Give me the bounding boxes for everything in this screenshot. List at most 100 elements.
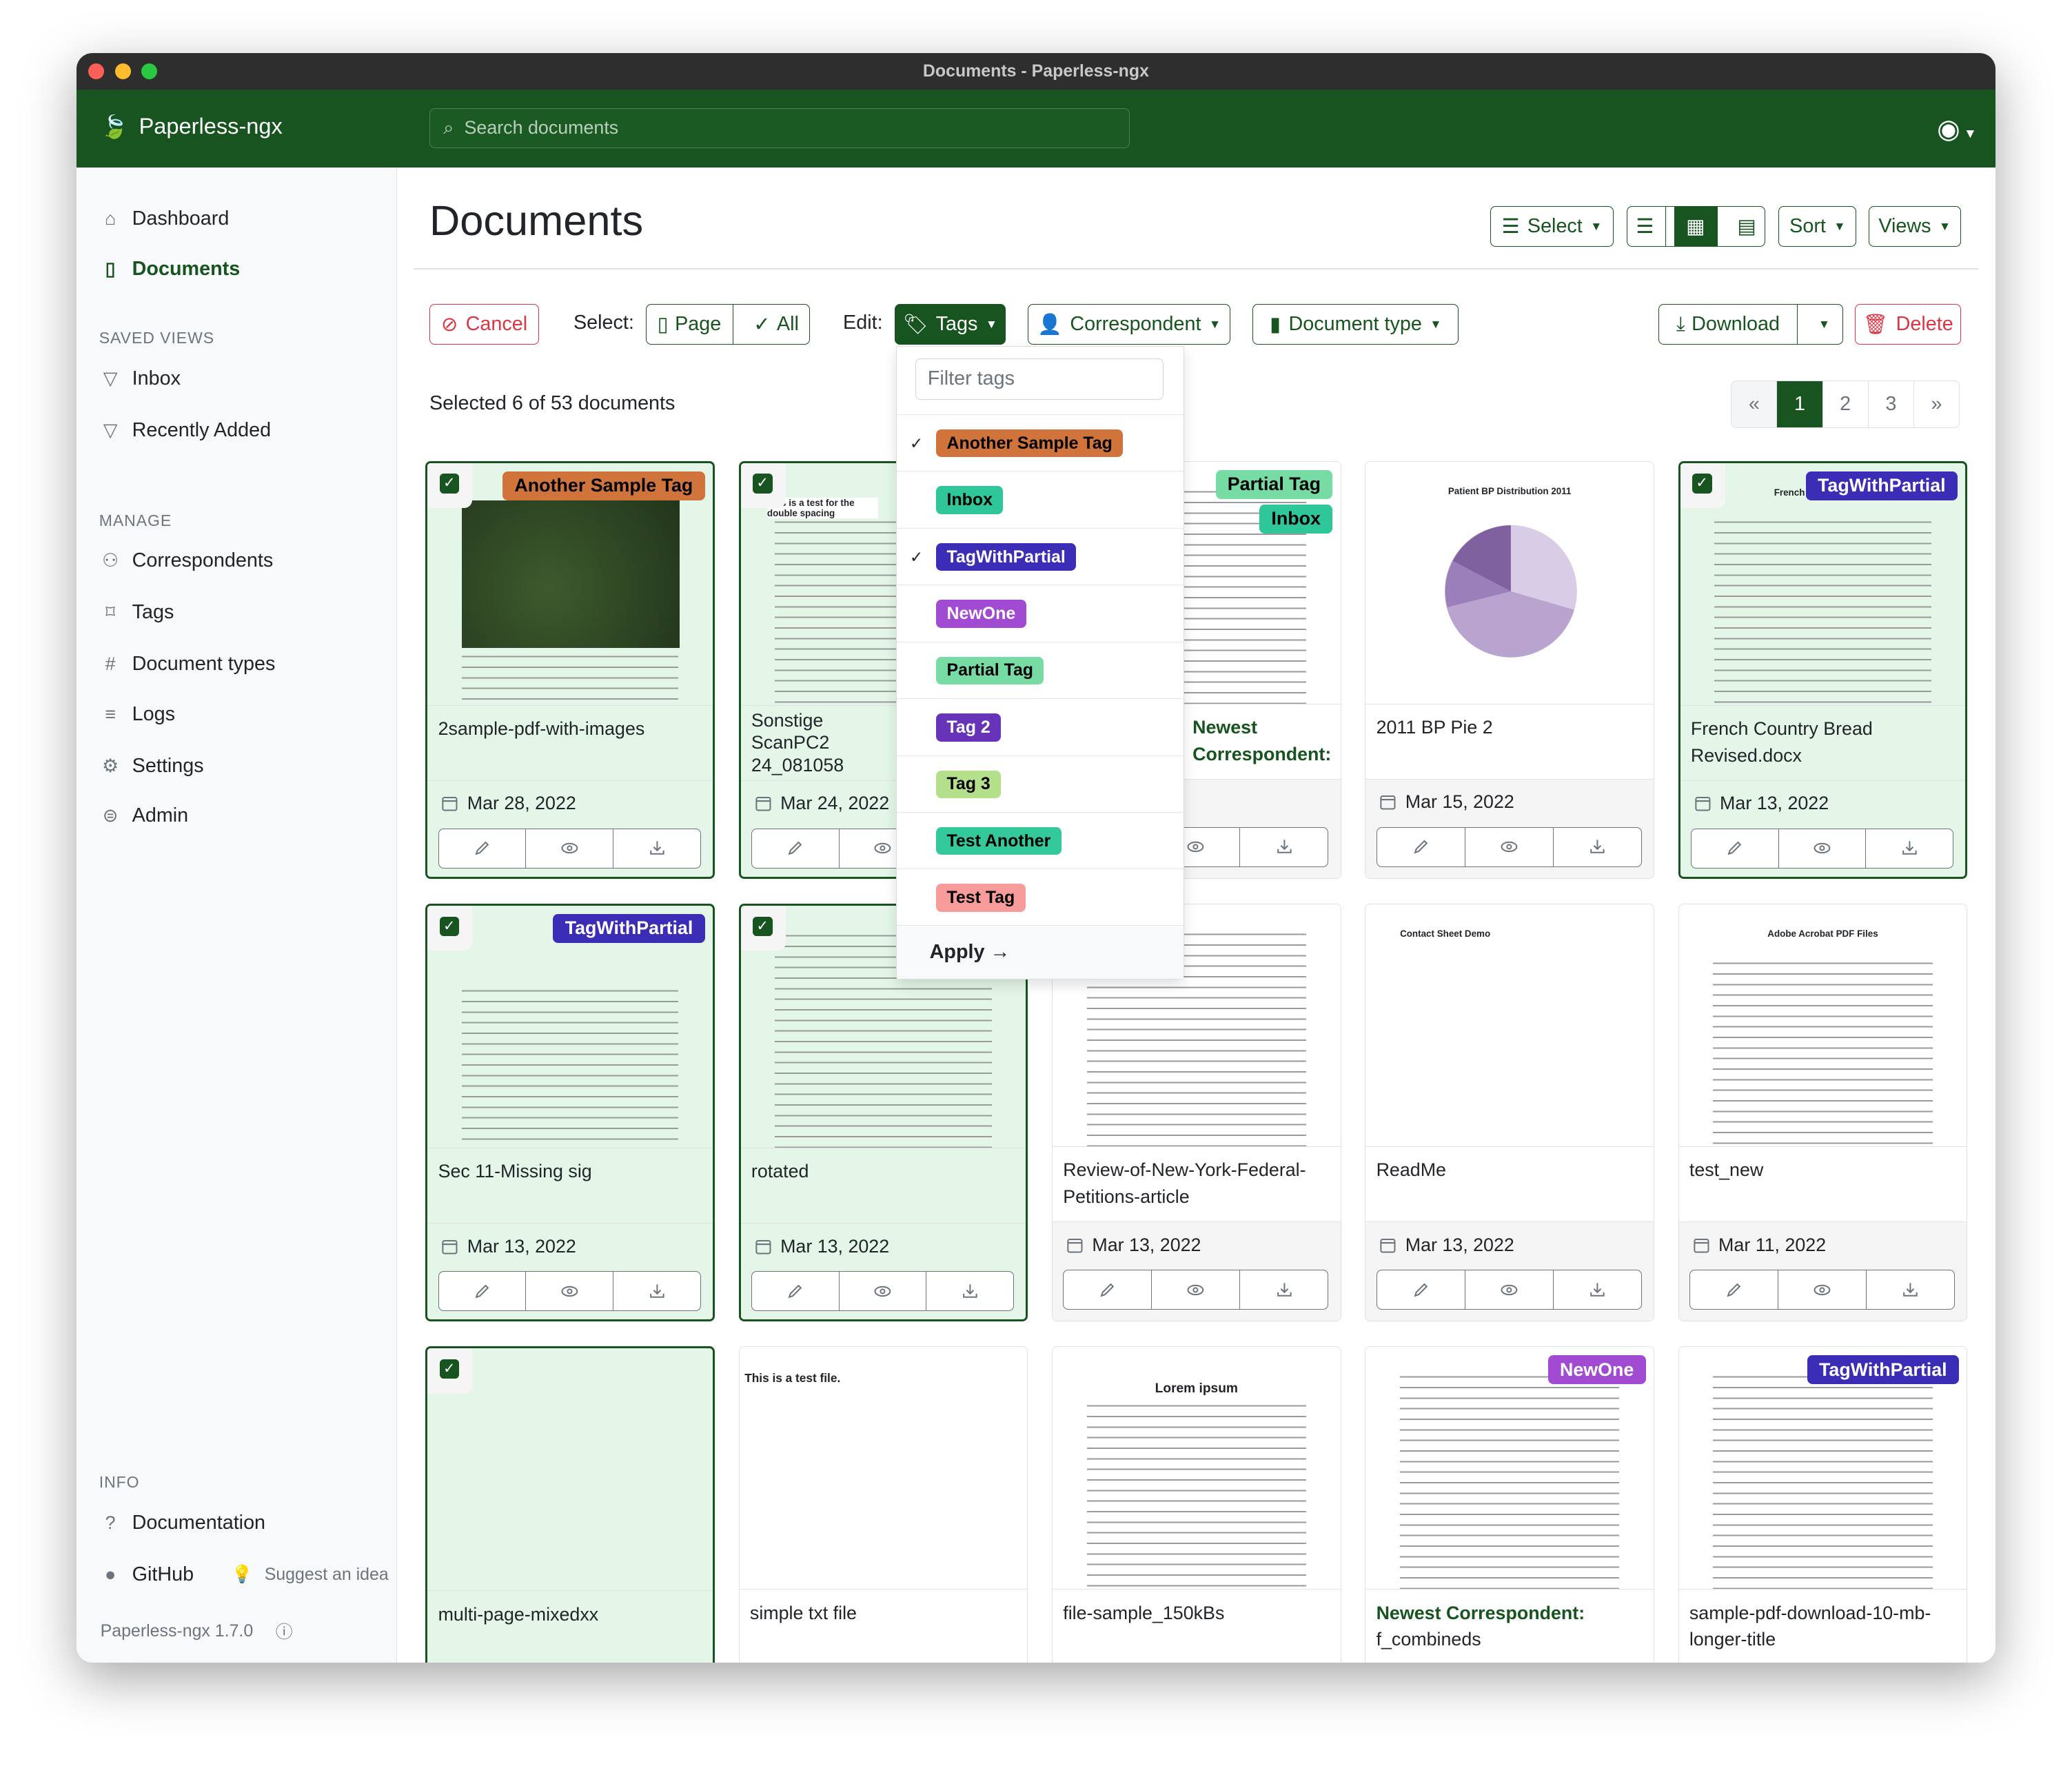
select-checkbox[interactable]: ✓: [427, 463, 473, 509]
cancel-button[interactable]: ⊘ Cancel: [429, 303, 540, 345]
info-icon[interactable]: ⓘ: [275, 1623, 293, 1643]
views-dropdown-button[interactable]: Views ▼: [1868, 206, 1961, 247]
document-card[interactable]: ✓ multi-page-mixedxx: [425, 1346, 715, 1663]
sidebar-item-inbox[interactable]: ▽ Inbox: [101, 367, 181, 390]
document-card[interactable]: Patient BP Distribution 2011 2011 BP Pie …: [1365, 461, 1655, 879]
download-button[interactable]: ⤓ Download: [1659, 304, 1798, 345]
sidebar-item-documents[interactable]: ▯ Documents: [101, 258, 241, 281]
document-title[interactable]: sample-pdf-download-10-mb-longer-title: [1689, 1602, 1931, 1650]
tag-option[interactable]: ✓ Another Sample Tag: [896, 414, 1184, 471]
document-thumbnail[interactable]: [1365, 1347, 1654, 1590]
document-card[interactable]: ✓ TagWithPartial Sec 11-Missing sig Mar 13,…: [425, 904, 715, 1321]
tag-option[interactable]: Test Another: [896, 812, 1184, 869]
document-title[interactable]: 2sample-pdf-with-images: [438, 718, 645, 740]
document-title[interactable]: rotated: [751, 1161, 809, 1182]
close-window-button[interactable]: [88, 63, 105, 79]
document-title[interactable]: ReadMe: [1376, 1159, 1446, 1181]
document-card[interactable]: NewOne Newest Correspondent: f_combineds: [1365, 1346, 1655, 1663]
tag-badge[interactable]: Inbox: [1259, 504, 1333, 534]
document-card[interactable]: Review-of-New-York-Federal-Petitions-art…: [1051, 904, 1341, 1321]
select-checkbox[interactable]: ✓: [740, 906, 786, 951]
filter-tags-input[interactable]: Filter tags: [915, 358, 1164, 400]
tag-badge[interactable]: NewOne: [1547, 1354, 1646, 1385]
download-button[interactable]: [1240, 1270, 1328, 1309]
page-3-button[interactable]: 3: [1869, 381, 1914, 428]
apply-button[interactable]: Apply →: [896, 924, 1184, 979]
sidebar-item-admin[interactable]: ⊜ Admin: [101, 804, 188, 827]
select-checkbox[interactable]: ✓: [427, 906, 473, 951]
suggest-idea-link[interactable]: 💡 Suggest an idea: [231, 1565, 388, 1585]
sidebar-item-documentation[interactable]: ? Documentation: [101, 1512, 265, 1534]
minimize-window-button[interactable]: [114, 63, 131, 79]
maximize-window-button[interactable]: [141, 63, 158, 79]
preview-button[interactable]: [1152, 1270, 1241, 1309]
tag-option[interactable]: Partial Tag: [896, 641, 1184, 699]
download-button[interactable]: [613, 1272, 700, 1310]
select-page-button[interactable]: ▯ Page: [647, 304, 734, 345]
select-all-button[interactable]: ✓ All: [742, 305, 809, 344]
document-thumbnail[interactable]: Contact Sheet Demo: [1365, 904, 1654, 1148]
preview-button[interactable]: [526, 829, 614, 868]
sort-dropdown-button[interactable]: Sort ▼: [1778, 206, 1857, 247]
document-thumbnail[interactable]: Adobe Acrobat PDF Files: [1678, 904, 1967, 1148]
sidebar-item-correspondents[interactable]: ⚇ Correspondents: [101, 549, 273, 572]
page-2-button[interactable]: 2: [1823, 381, 1869, 428]
document-thumbnail[interactable]: [427, 1348, 713, 1592]
download-options-toggle[interactable]: ▼: [1818, 317, 1830, 332]
tag-badge[interactable]: TagWithPartial: [553, 913, 705, 944]
delete-button[interactable]: 🗑 Delete: [1855, 303, 1961, 345]
tag-option[interactable]: Test Tag: [896, 869, 1184, 926]
tag-option[interactable]: NewOne: [896, 585, 1184, 642]
document-title[interactable]: multi-page-mixedxx: [438, 1603, 599, 1625]
sidebar-item-github[interactable]: ● GitHub: [101, 1563, 194, 1586]
document-card[interactable]: Adobe Acrobat PDF Files test_new Mar 11, 2…: [1678, 904, 1968, 1321]
preview-button[interactable]: [526, 1272, 614, 1310]
document-title[interactable]: Newest Correspondent:: [1192, 717, 1332, 764]
sidebar-item-recently-added[interactable]: ▽ Recently Added: [101, 419, 271, 442]
edit-button[interactable]: [439, 1272, 527, 1310]
edit-button[interactable]: [1064, 1270, 1152, 1309]
select-checkbox[interactable]: ✓: [1680, 463, 1725, 509]
sidebar-item-settings[interactable]: ⚙ Settings: [101, 755, 204, 778]
sidebar-item-logs[interactable]: ≡ Logs: [101, 703, 175, 726]
document-card[interactable]: ✓ Another Sample Tag 2sample-pdf-with-imag…: [425, 461, 715, 879]
next-page-button[interactable]: »: [1931, 393, 1942, 416]
tag-badge[interactable]: TagWithPartial: [1807, 1354, 1959, 1385]
document-title[interactable]: test_new: [1689, 1159, 1764, 1181]
sidebar-item-dashboard[interactable]: ⌂ Dashboard: [101, 207, 229, 230]
document-title[interactable]: Sec 11-Missing sig: [438, 1161, 592, 1182]
download-button[interactable]: [1867, 1270, 1954, 1309]
download-button[interactable]: [1240, 828, 1328, 866]
correspondent-dropdown-button[interactable]: 👤 Correspondent ▼: [1028, 303, 1230, 345]
edit-button[interactable]: [439, 829, 527, 868]
document-title[interactable]: file-sample_150kBs: [1063, 1602, 1225, 1623]
preview-button[interactable]: [1465, 828, 1554, 866]
tag-badge[interactable]: Another Sample Tag: [502, 471, 705, 501]
document-card[interactable]: TagWithPartial sample-pdf-download-10-mb-…: [1678, 1346, 1968, 1663]
download-button[interactable]: [1866, 829, 1953, 868]
list-view-button[interactable]: ☰: [1627, 207, 1667, 247]
preview-button[interactable]: [1152, 828, 1241, 866]
tag-badge[interactable]: Partial Tag: [1215, 469, 1333, 500]
correspondent-name[interactable]: Newest Correspondent:: [1376, 1602, 1585, 1623]
edit-button[interactable]: [1377, 828, 1465, 866]
edit-button[interactable]: [752, 829, 840, 868]
document-title[interactable]: simple txt file: [749, 1602, 857, 1623]
tag-option[interactable]: Inbox: [896, 471, 1184, 528]
grid-view-button[interactable]: ▦: [1674, 207, 1718, 247]
edit-button[interactable]: [1692, 829, 1779, 868]
download-button[interactable]: [1554, 828, 1641, 866]
preview-button[interactable]: [840, 1272, 927, 1310]
edit-button[interactable]: [1690, 1270, 1778, 1309]
document-thumbnail[interactable]: This is a test file.: [739, 1347, 1028, 1590]
download-button[interactable]: [1554, 1270, 1641, 1309]
document-title[interactable]: French Country Bread Revised.docx: [1690, 718, 1873, 766]
sidebar-item-document-types[interactable]: # Document types: [101, 653, 276, 676]
search-input[interactable]: ⌕ Search documents: [429, 108, 1130, 148]
document-card[interactable]: French Country Bread✓TagWithPartialFrenc…: [1678, 461, 1968, 879]
document-thumbnail[interactable]: [427, 906, 713, 1149]
preview-button[interactable]: [1779, 829, 1867, 868]
document-card[interactable]: ✓ rotated Mar 13, 2022: [738, 904, 1028, 1321]
document-title[interactable]: Sonstige ScanPC2 24_081058: [751, 709, 844, 775]
tags-dropdown-button[interactable]: 🏷 Tags ▼: [894, 303, 1006, 345]
